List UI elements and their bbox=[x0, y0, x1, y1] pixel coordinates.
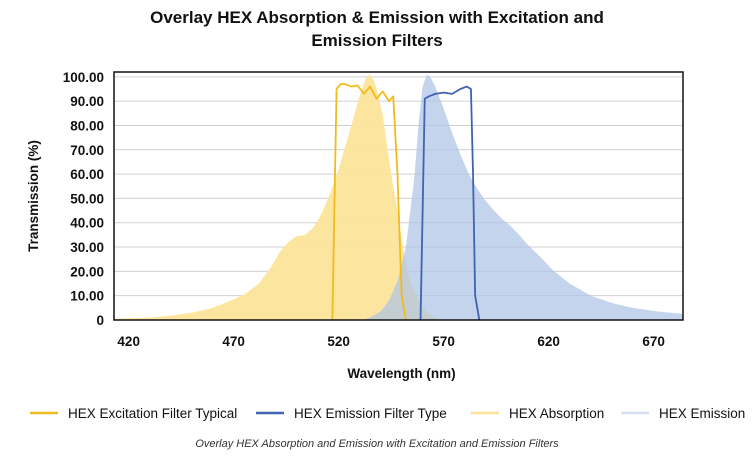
series-line-hex-emission-filter-type bbox=[419, 85, 481, 321]
legend-label: HEX Emission Filter Type bbox=[294, 406, 447, 421]
y-axis-ticks: 0 10.00 20.00 30.00 40.00 50.00 60.00 70.00 80.0… bbox=[63, 70, 104, 328]
plot-frame bbox=[113, 71, 684, 321]
legend-label: HEX Emission bbox=[659, 406, 745, 421]
y-tick-label: 80.00 bbox=[70, 118, 104, 133]
y-tick-label: 90.00 bbox=[70, 94, 104, 109]
y-tick-label: 10.00 bbox=[70, 289, 104, 304]
y-tick-label: 0 bbox=[96, 313, 104, 328]
chart-title: Overlay HEX Absorption & Emission with E… bbox=[150, 8, 604, 50]
x-tick-label: 520 bbox=[327, 334, 350, 349]
y-tick-label: 50.00 bbox=[70, 191, 104, 206]
x-tick-label: 470 bbox=[222, 334, 245, 349]
y-tick-label: 40.00 bbox=[70, 216, 104, 231]
figure-caption: Overlay HEX Absorption and Emission with… bbox=[195, 438, 559, 450]
legend-label: HEX Absorption bbox=[509, 406, 604, 421]
y-tick-label: 20.00 bbox=[70, 264, 104, 279]
plot-series bbox=[114, 74, 683, 321]
y-tick-label: 100.00 bbox=[63, 70, 104, 85]
series-line-hex-excitation-filter-typical bbox=[331, 83, 407, 321]
x-axis-label: Wavelength (nm) bbox=[347, 366, 455, 381]
legend: HEX Excitation Filter Typical HEX Emissio… bbox=[30, 406, 745, 421]
y-tick-label: 70.00 bbox=[70, 143, 104, 158]
y-tick-label: 30.00 bbox=[70, 240, 104, 255]
y-tick-label: 60.00 bbox=[70, 167, 104, 182]
chart-title-line: Emission Filters bbox=[311, 31, 442, 50]
x-tick-label: 670 bbox=[642, 334, 665, 349]
x-tick-label: 570 bbox=[432, 334, 455, 349]
series-area-hex-absorption bbox=[114, 74, 444, 321]
x-tick-label: 620 bbox=[537, 334, 560, 349]
series-area-hex-emission bbox=[363, 74, 683, 321]
legend-label: HEX Excitation Filter Typical bbox=[68, 406, 237, 421]
chart-title-line: Overlay HEX Absorption & Emission with E… bbox=[150, 8, 604, 27]
x-tick-label: 420 bbox=[117, 334, 140, 349]
x-axis-ticks: 420 470 520 570 620 670 bbox=[117, 334, 664, 349]
y-axis-label: Transmission (%) bbox=[26, 140, 41, 252]
